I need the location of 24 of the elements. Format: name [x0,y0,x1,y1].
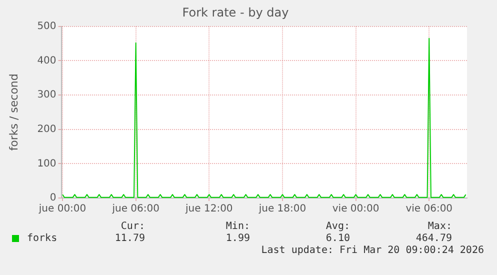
y-tick-label: 100 [37,158,56,170]
chart-title: Fork rate - by day [182,5,289,20]
y-axis-title: forks / second [7,74,20,151]
text: Cur: [120,221,145,232]
text: Last update: Fri Mar 20 09:00:24 2026 [261,245,484,256]
x-tick-label: jue 12:00 [184,204,233,215]
x-tick-label: jue 00:00 [38,204,86,215]
y-tick-label: 400 [37,55,56,66]
y-tick-label: 0 [50,192,56,204]
text: 1.99 [226,233,250,244]
legend-label: forks [27,233,58,244]
y-tick-label: 500 [37,20,56,32]
x-tick-label: vie 00:00 [332,204,380,215]
text: 464.79 [416,233,452,244]
text: Max: [428,221,452,232]
text: Avg: [326,221,350,232]
y-tick-label: 200 [37,124,56,135]
x-tick-label: vie 06:00 [406,204,453,215]
x-tick-label: jue 18:00 [258,204,306,215]
y-tick-label: 300 [37,90,56,101]
x-tick-label: jue 06:00 [111,204,160,215]
text: 6.10 [326,233,350,244]
text: Min: [226,221,250,232]
text: 11.79 [114,233,145,244]
